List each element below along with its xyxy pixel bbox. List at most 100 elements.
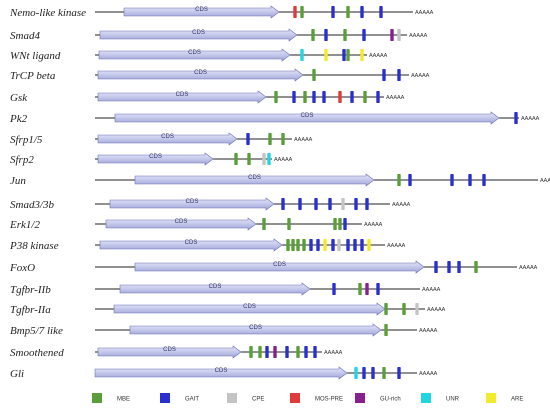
element-mark [258,346,262,358]
element-mark [293,6,297,18]
cds-label: CDS [195,7,208,13]
element-mark [246,133,250,145]
cds-label: CDS [175,219,188,225]
element-mark [379,6,383,18]
polya-tail: AAAAA [419,371,438,377]
gene-label: Smoothened [10,347,64,359]
element-mark [332,283,336,295]
element-mark [333,218,337,230]
element-mark [265,346,269,358]
gene-row: Pk2 CDS AAAAA [9,111,540,125]
gene-label: Bmp5/7 like [10,325,63,337]
cds-arrow [97,152,214,166]
element-mark [346,239,350,251]
legend-swatch [355,393,365,403]
element-mark [323,239,327,251]
legend-item: MBE [92,393,130,403]
element-mark [362,29,366,41]
element-mark [300,6,304,18]
legend-label: MOS-PRE [315,397,343,403]
gene-row: Gsk CDS AAAAA [10,90,405,104]
cds-arrow [114,111,500,125]
legend-swatch [290,393,300,403]
gene-label: TrCP beta [10,70,56,82]
element-mark [354,367,358,379]
element-mark [390,29,394,41]
element-mark [402,303,406,315]
element-mark [434,261,438,273]
element-mark [354,198,358,210]
element-mark [324,29,328,41]
legend-label: CPE [252,397,264,403]
gene-label: Gli [10,368,24,380]
cds-arrow [99,238,283,252]
gene-label: Sfrp1/5 [10,134,43,146]
element-mark [341,198,345,210]
cds-label: CDS [188,50,201,56]
element-mark [343,29,347,41]
polya-tail: AAAAA [519,265,538,271]
gene-label: Gsk [10,92,28,104]
gene-label: FoxO [9,262,35,274]
element-mark [346,6,350,18]
polya-tail: AAAAA [392,202,411,208]
gene-label: Erk1/2 [9,219,40,231]
element-mark [468,174,472,186]
element-mark [384,324,388,336]
cds-arrow [134,173,375,187]
element-mark [384,303,388,315]
polya-tail: AAAAA [422,287,441,293]
element-mark [296,239,300,251]
cds-label: CDS [163,347,176,353]
legend-swatch [160,393,170,403]
element-mark [376,91,380,103]
polya-tail: AAAAA [411,73,430,79]
polya-tail: AAAAA [364,222,383,228]
cds-arrow [105,217,257,231]
gene-row: FoxO CDS AAAAA [9,260,538,274]
element-mark [268,133,272,145]
cds-arrow [97,345,242,359]
legend-swatch [421,393,431,403]
element-mark [300,49,304,61]
gene-row: Sfrp1/5 CDS AAAAA [10,132,313,146]
element-mark [365,198,369,210]
element-mark [331,6,335,18]
element-mark [376,283,380,295]
element-mark [298,198,302,210]
polya-tail: AAAAA [540,178,550,184]
element-mark [450,174,454,186]
gene-row: Bmp5/7 like CDS AAAAA [10,323,438,337]
polya-tail: AAAAA [387,243,406,249]
legend-swatch [92,393,102,403]
element-mark [309,239,313,251]
cds-label: CDS [176,92,189,98]
legend-label: MBE [117,397,130,403]
element-mark [273,346,277,358]
gene-row: Smoothened CDS AAAAA [10,345,343,359]
cds-label: CDS [149,154,162,160]
element-mark [397,367,401,379]
element-mark [447,261,451,273]
gene-row: Erk1/2 CDS AAAAA [9,217,383,231]
element-mark [346,49,350,61]
gene-row: P38 kinase CDS AAAAA [9,238,406,252]
legend-item: ARE [486,393,523,403]
element-mark [328,198,332,210]
cds-label: CDS [185,240,198,246]
polya-tail: AAAAA [419,328,438,334]
cds-arrow [119,282,311,296]
element-mark [262,153,266,165]
gene-label: Sfrp2 [10,154,34,166]
element-mark [291,239,295,251]
element-mark [324,49,328,61]
cds-arrow [97,90,267,104]
legend-item: MOS-PRE [290,393,343,403]
element-mark [367,239,371,251]
cds-arrow [97,68,304,82]
gene-label: P38 kinase [9,240,59,252]
gene-row: Sfrp2 CDS AAAAA [10,152,293,166]
legend-item: UNR [421,393,460,403]
